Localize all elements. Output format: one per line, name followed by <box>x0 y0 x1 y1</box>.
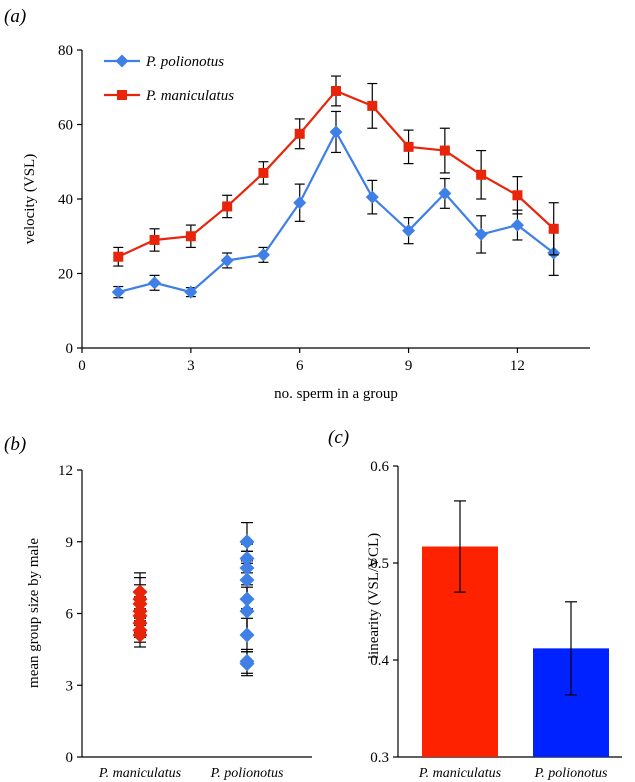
panel-c-error-bar <box>454 500 466 593</box>
panel-b-y-tick-label: 9 <box>66 535 74 551</box>
panel-a-point <box>512 190 523 201</box>
panel-b-point <box>239 627 255 643</box>
panel-c-y-tick-label: 0.6 <box>370 459 389 475</box>
panel-a-point <box>222 201 233 212</box>
panel-a-series-maniculatus <box>113 75 559 267</box>
panel-a-legend-label: P. maniculatus <box>145 88 234 104</box>
panel-a-point <box>185 231 196 242</box>
panel-c-y-tick-label: 0.4 <box>370 653 389 669</box>
panel-a-x-tick-label: 9 <box>405 358 413 374</box>
panel-a: (a) velocity (VSL) no. sperm in a group … <box>4 6 590 402</box>
panel-c-bar-group: P. maniculatus <box>418 500 502 781</box>
panel-b-point <box>239 572 255 588</box>
panel-b-y-tick-label: 0 <box>66 750 74 766</box>
panel-c-label: (c) <box>328 427 349 448</box>
panel-a-legend: P. polionotus P. maniculatus <box>104 54 234 104</box>
panel-a-point <box>294 128 305 139</box>
panel-a-y-tick-label: 60 <box>58 118 73 134</box>
panel-a-legend-item: P. polionotus <box>104 54 224 70</box>
panel-b-point <box>132 584 148 600</box>
panel-a-series-polionotus <box>111 110 561 299</box>
panel-a-point <box>293 196 307 210</box>
panel-b-group-polionotus <box>239 522 255 677</box>
panel-a-point <box>329 125 343 139</box>
panel-a-point <box>474 227 488 241</box>
panel-a-y-tick-label: 20 <box>58 267 73 283</box>
panel-a-point <box>256 248 270 262</box>
panel-a-series-line <box>118 129 555 294</box>
panel-c-y-tick-label: 0.5 <box>370 556 389 572</box>
panel-a-point <box>510 218 524 232</box>
panel-b-point <box>239 591 255 607</box>
panel-a-point <box>476 169 487 180</box>
panel-a-point <box>365 190 379 204</box>
panel-a-x-tick-label: 12 <box>510 358 525 374</box>
panel-a-x-tick-label: 0 <box>78 358 86 374</box>
panel-b-y-tick-label: 6 <box>66 607 74 623</box>
panel-a-point <box>220 253 234 267</box>
panel-a-point <box>367 100 378 111</box>
panel-b-point <box>239 534 255 550</box>
panel-a-point <box>402 224 416 238</box>
panel-b: (b) mean group size by male 0 3 6 9 12 P. man… <box>4 434 312 781</box>
panel-c-category-label: P. maniculatus <box>418 766 502 781</box>
panel-b-point <box>239 603 255 619</box>
panel-a-point <box>548 223 559 234</box>
panel-a-legend-marker <box>117 90 127 100</box>
panel-a-x-tick-label: 3 <box>187 358 195 374</box>
panel-a-point <box>113 251 124 262</box>
panel-a-point <box>148 276 162 290</box>
panel-a-point <box>403 141 414 152</box>
panel-c-error-bar <box>565 601 577 696</box>
panel-a-point <box>258 167 269 178</box>
panel-b-y-tick-label: 3 <box>66 678 74 694</box>
panel-b-y-axis-label: mean group size by male <box>26 538 42 688</box>
panel-b-y-tick-label: 12 <box>58 463 73 479</box>
panel-c: (c) linearity (VSL/VCL) 0.3 0.4 0.5 0.6 P. … <box>328 427 622 781</box>
panel-a-point <box>438 186 452 200</box>
panel-a-y-tick-label: 0 <box>66 341 74 357</box>
panel-c-bar-group: P. polionotus <box>533 601 609 781</box>
panel-a-point <box>331 85 341 96</box>
panel-b-category-label: P. maniculatus <box>98 766 182 781</box>
panel-a-y-tick-label: 40 <box>58 192 73 208</box>
panel-c-y-axis-label: linearity (VSL/VCL) <box>366 533 382 659</box>
panel-c-y-tick-label: 0.3 <box>370 750 389 766</box>
panel-b-point <box>239 560 255 576</box>
panel-a-point <box>149 234 160 245</box>
panel-b-label: (b) <box>4 434 26 455</box>
panel-a-point <box>111 285 125 299</box>
panel-a-y-axis-label: velocity (VSL) <box>22 154 38 244</box>
panel-a-x-axis-label: no. sperm in a group <box>274 386 398 402</box>
panel-a-point <box>439 145 450 156</box>
panel-b-point <box>239 550 255 566</box>
panel-a-legend-label: P. polionotus <box>145 54 224 70</box>
panel-a-label: (a) <box>4 6 26 27</box>
panel-a-legend-item: P. maniculatus <box>104 88 234 104</box>
panel-a-x-tick-label: 6 <box>296 358 304 374</box>
panel-b-group-maniculatus <box>132 572 148 648</box>
panel-a-y-tick-label: 80 <box>58 43 73 59</box>
panel-a-point <box>184 285 198 299</box>
panel-a-legend-marker <box>115 54 129 68</box>
panel-c-category-label: P. polionotus <box>534 766 608 781</box>
panel-b-point <box>239 653 255 669</box>
panel-b-category-label: P. polionotus <box>210 766 284 781</box>
